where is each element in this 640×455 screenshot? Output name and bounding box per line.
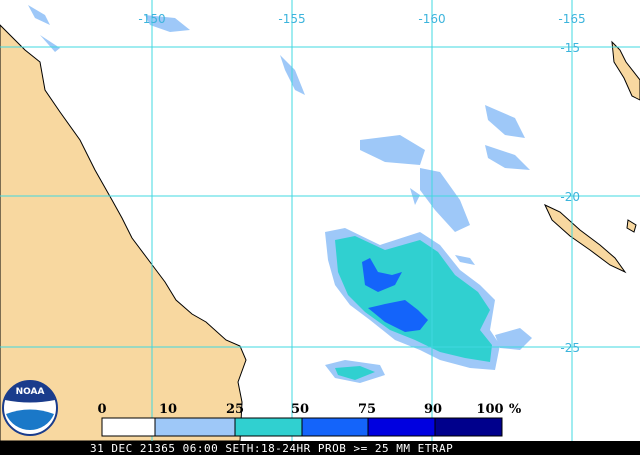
legend-swatch: [301, 417, 369, 437]
legend-swatch: [367, 417, 436, 437]
legend-label: 75: [358, 402, 376, 417]
island: [543, 203, 627, 274]
legend-label: 25: [226, 402, 244, 417]
caption: 31 DEC 21365 06:00 SETH:18-24HR PROB >= …: [90, 442, 453, 455]
lat-label: -20: [560, 190, 580, 204]
lon-label: -155: [278, 12, 305, 26]
lon-label: -165: [558, 12, 585, 26]
land: [0, 24, 247, 442]
legend-swatch: [234, 417, 303, 437]
legend-label: 100: [476, 402, 503, 417]
island: [626, 219, 637, 233]
legend: 0 10 25 50 75 90 100 %: [97, 402, 522, 437]
land: [611, 40, 640, 101]
rain-heavy: [362, 258, 428, 332]
legend-swatch: [101, 417, 156, 437]
legend-swatch: [154, 417, 236, 437]
logo-text: NOAA: [16, 387, 45, 397]
legend-label: 90: [424, 402, 442, 417]
legend-label: 50: [291, 402, 309, 417]
legend-swatch: [434, 417, 503, 437]
lon-label: -160: [418, 12, 445, 26]
legend-unit: %: [509, 402, 522, 417]
lat-label: -25: [560, 341, 580, 355]
lat-label: -15: [560, 41, 580, 55]
legend-label: 10: [159, 402, 177, 417]
legend-label: 0: [97, 402, 106, 417]
logo: NOAA: [2, 380, 58, 436]
lon-label: -150: [138, 12, 165, 26]
graticule: [0, 0, 640, 441]
caption-bar: [0, 441, 640, 455]
